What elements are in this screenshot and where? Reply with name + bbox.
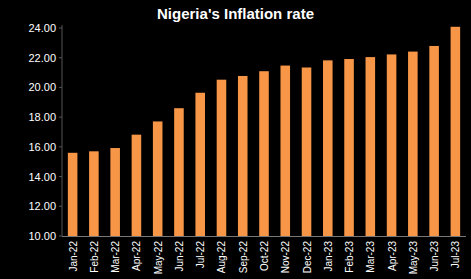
bar — [153, 121, 163, 236]
bar — [344, 59, 354, 236]
y-tick-label: 14.00 — [28, 171, 56, 183]
x-tick-label: Feb-22 — [89, 241, 100, 273]
bars — [68, 27, 460, 236]
bar — [408, 52, 418, 236]
chart-container: Nigeria's Inflation rate 10.00 12.00 14.00 1… — [0, 0, 471, 279]
y-tick-label: 16.00 — [28, 141, 56, 153]
bar — [259, 71, 269, 236]
y-tick-label: 18.00 — [28, 111, 56, 123]
x-tick-label: Mar-22 — [110, 241, 121, 273]
x-tick-label: Apr-22 — [131, 241, 142, 271]
y-tick-label: 10.00 — [28, 230, 56, 242]
bar — [68, 153, 78, 236]
y-tick-label: 24.00 — [28, 22, 56, 34]
bar — [429, 46, 439, 236]
bar — [323, 60, 333, 236]
x-tick-label: Jul-23 — [450, 241, 461, 269]
bar — [302, 67, 312, 236]
bar — [89, 151, 99, 236]
bar — [280, 66, 290, 236]
bar — [174, 108, 184, 236]
y-tick-label: 20.00 — [28, 81, 56, 93]
bar — [195, 93, 205, 236]
x-axis-line — [62, 236, 466, 237]
x-tick-label: Jul-22 — [195, 241, 206, 269]
x-tick-label: Jan-22 — [68, 241, 79, 272]
background — [0, 0, 471, 279]
x-tick-label: Jun-23 — [429, 241, 440, 272]
bar — [238, 76, 248, 236]
x-tick-label: Dec-22 — [302, 241, 313, 274]
y-axis-line — [62, 25, 63, 236]
x-tick-label: Sep-22 — [238, 241, 249, 274]
chart-svg: Nigeria's Inflation rate 10.00 12.00 14.00 1… — [0, 0, 471, 279]
bar — [451, 27, 461, 236]
bar — [366, 57, 376, 236]
x-tick-label: Jun-22 — [174, 241, 185, 272]
y-tick-label: 12.00 — [28, 200, 56, 212]
bar — [217, 80, 227, 236]
x-tick-label: Mar-23 — [365, 241, 376, 273]
x-tick-label: Oct-22 — [259, 241, 270, 271]
x-tick-label: Nov-22 — [280, 241, 291, 274]
x-tick-label: Jan-23 — [323, 241, 334, 272]
x-tick-label: Aug-22 — [216, 241, 227, 274]
x-tick-label: May-23 — [408, 241, 419, 275]
bar — [387, 54, 397, 236]
x-tick-label: Feb-23 — [344, 241, 355, 273]
x-tick-label: May-22 — [153, 241, 164, 275]
bar — [110, 148, 120, 236]
chart-title: Nigeria's Inflation rate — [157, 5, 314, 22]
y-tick-label: 22.00 — [28, 52, 56, 64]
x-tick-label: Apr-23 — [387, 241, 398, 271]
bar — [132, 135, 142, 236]
